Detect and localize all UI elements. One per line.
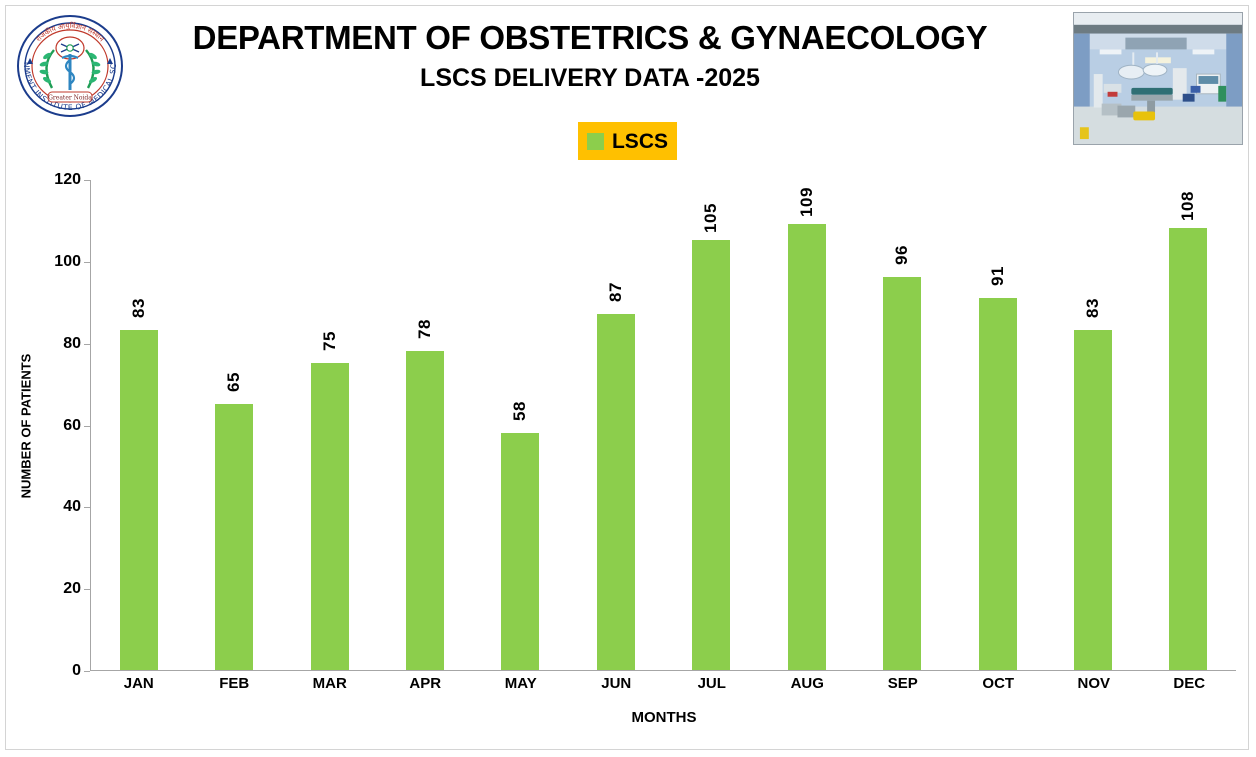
y-tick-label: 40: [63, 498, 81, 516]
y-axis-line: [90, 180, 91, 671]
y-tick-mark: [84, 671, 90, 672]
bar-value-label: 91: [987, 265, 1007, 286]
bar-value-label: 105: [701, 203, 721, 234]
bar-apr[interactable]: [405, 350, 444, 670]
y-tick-label: 20: [63, 580, 81, 598]
bar-series-lscs: 83 65 75 78 58 87 105 109 96 91 83 108: [91, 180, 1236, 670]
x-axis-line: [90, 670, 1236, 671]
y-tick-mark: [84, 507, 90, 509]
y-tick-mark: [84, 589, 90, 591]
bar-slot: 83: [91, 180, 186, 670]
bar-slot: 83: [1045, 180, 1140, 670]
bar-slot: 58: [473, 180, 568, 670]
bar-value-label: 58: [510, 400, 530, 421]
bar-value-label: 75: [319, 331, 339, 352]
legend-label-lscs: LSCS: [611, 129, 668, 153]
x-label-jul: JUL: [697, 675, 726, 692]
page-subtitle: LSCS DELIVERY DATA -2025: [420, 64, 760, 93]
bar-jan[interactable]: [119, 330, 158, 670]
bar-value-label: 65: [224, 372, 244, 393]
operating-theatre-photo: [1073, 12, 1243, 145]
bar-slot: 109: [759, 180, 854, 670]
bar-slot: 75: [282, 180, 377, 670]
x-label-dec: DEC: [1173, 675, 1206, 692]
bar-value-label: 83: [1082, 298, 1102, 319]
bar-nov[interactable]: [1073, 330, 1112, 670]
bar-value-label: 96: [892, 245, 912, 266]
bar-slot: 65: [186, 180, 281, 670]
y-tick-label: 60: [63, 416, 81, 434]
y-tick-label: 80: [63, 334, 81, 352]
x-axis-title: MONTHS: [631, 709, 697, 726]
bar-jul[interactable]: [692, 240, 731, 670]
bar-slot: 96: [854, 180, 949, 670]
bar-aug[interactable]: [787, 224, 826, 670]
bar-dec[interactable]: [1169, 228, 1208, 670]
bar-jun[interactable]: [596, 314, 635, 670]
bar-mar[interactable]: [310, 363, 349, 670]
bar-slot: 108: [1141, 180, 1236, 670]
institute-logo: GOVERNMENT INSTITUTE OF MEDICAL SCIENCES…: [14, 8, 126, 120]
bar-value-label: 83: [128, 298, 148, 319]
x-label-feb: FEB: [219, 675, 250, 692]
x-label-jun: JUN: [601, 675, 632, 692]
x-axis-labels: JAN FEB MAR APR MAY JUN JUL AUG SEP OCT NOV DEC: [91, 675, 1237, 692]
x-label-nov: NOV: [1077, 675, 1110, 692]
x-label-aug: AUG: [790, 675, 824, 692]
x-label-mar: MAR: [312, 675, 347, 692]
y-tick-mark: [84, 343, 90, 345]
header-titles: DEPARTMENT OF OBSTETRICS & GYNAECOLOGY L…: [140, 18, 1040, 95]
y-tick-mark: [84, 261, 90, 263]
bar-slot: 87: [568, 180, 663, 670]
chart-legend[interactable]: LSCS: [578, 122, 677, 160]
bar-slot: 105: [664, 180, 759, 670]
x-label-oct: OCT: [982, 675, 1015, 692]
bar-value-label: 108: [1178, 191, 1198, 222]
x-label-apr: APR: [409, 675, 442, 692]
y-tick-mark: [84, 180, 90, 181]
x-label-sep: SEP: [887, 675, 918, 692]
y-tick-mark: [84, 425, 90, 427]
y-tick-label: 0: [72, 662, 81, 679]
x-label-may: MAY: [504, 675, 537, 692]
bar-value-label: 87: [605, 282, 625, 302]
bar-slot: 91: [950, 180, 1045, 670]
chart-frame: [5, 5, 1249, 750]
page-title: DEPARTMENT OF OBSTETRICS & GYNAECOLOGY: [192, 19, 988, 56]
y-axis-title: NUMBER OF PATIENTS: [18, 353, 34, 498]
bar-slot: 78: [377, 180, 472, 670]
x-label-jan: JAN: [123, 675, 154, 692]
bar-value-label: 78: [414, 318, 434, 339]
plot-area: 0 20 40 60 80 100 120 83 65 75 78 58 87 105 109 96 91 83…: [54, 171, 1236, 679]
bar-sep[interactable]: [883, 277, 922, 670]
bar-feb[interactable]: [215, 404, 254, 670]
bar-value-label: 109: [796, 187, 816, 217]
legend-swatch-lscs: [586, 132, 604, 150]
y-tick-label: 120: [54, 171, 81, 188]
y-tick-label: 100: [54, 252, 81, 270]
svg-text:Greater Noida: Greater Noida: [48, 95, 92, 102]
bar-oct[interactable]: [978, 297, 1017, 670]
bar-may[interactable]: [501, 432, 540, 670]
